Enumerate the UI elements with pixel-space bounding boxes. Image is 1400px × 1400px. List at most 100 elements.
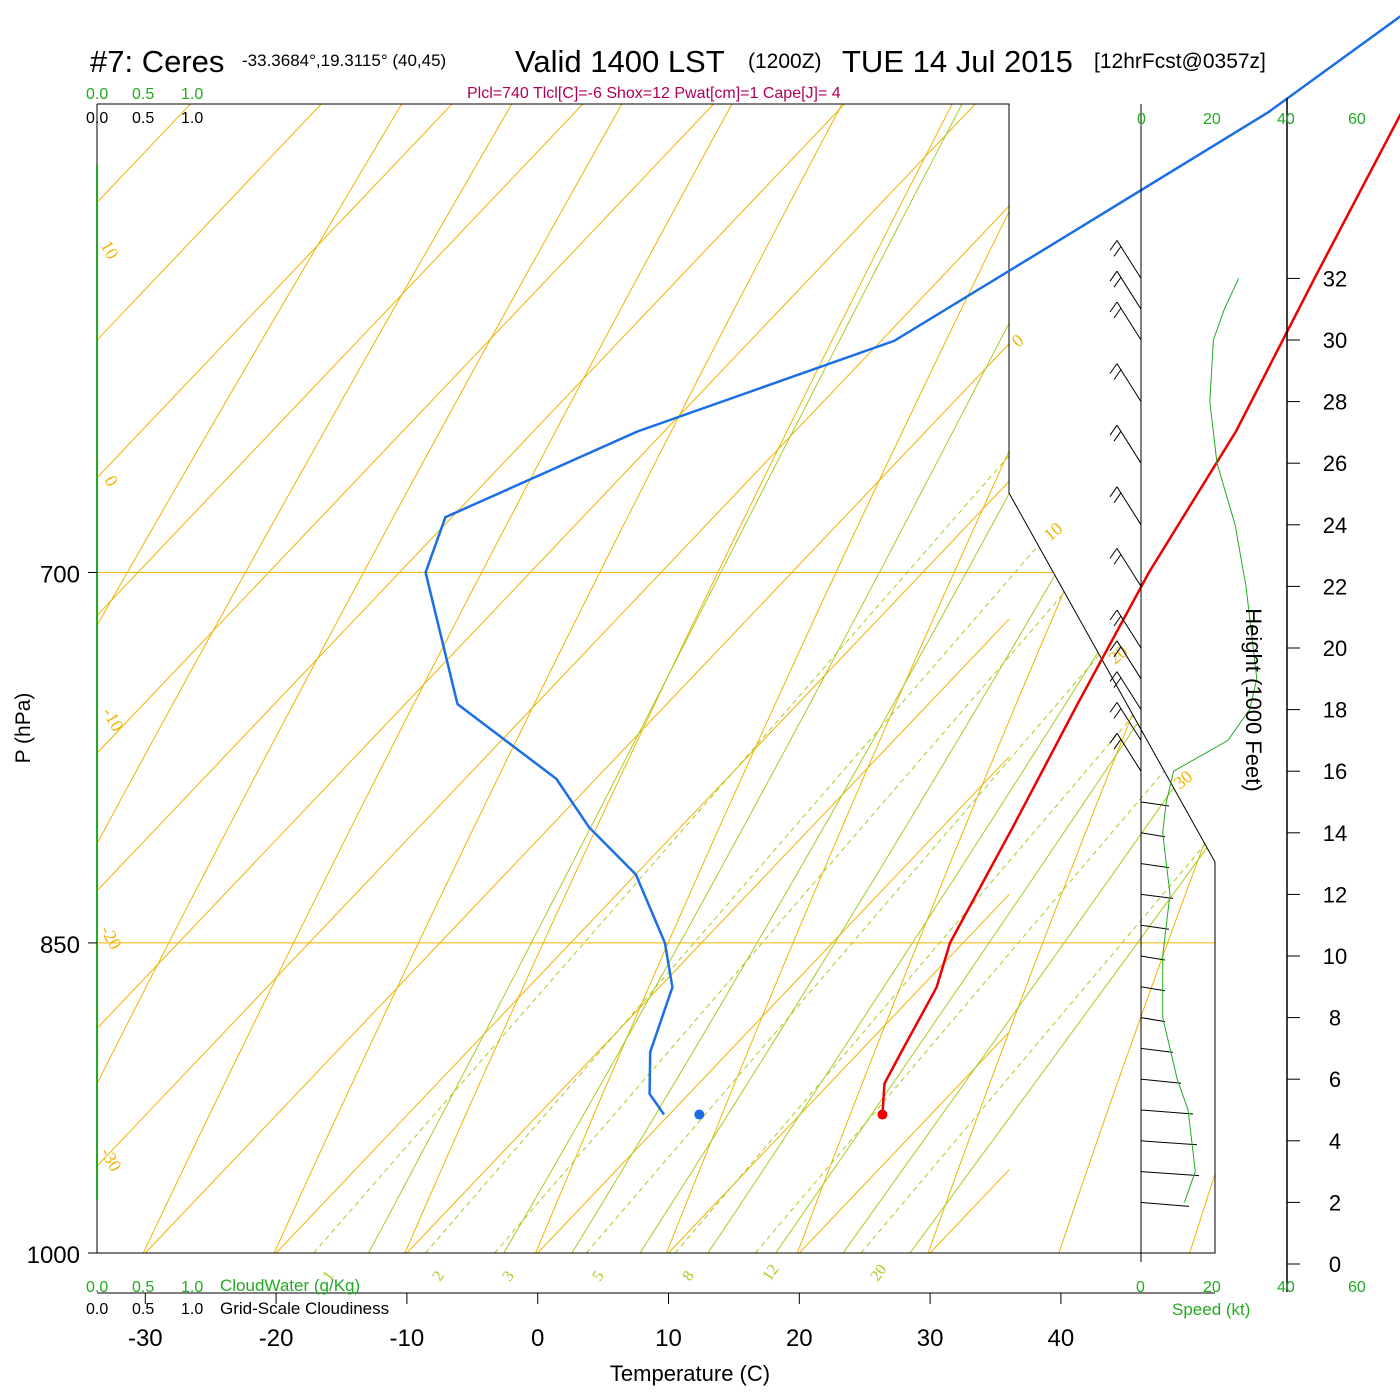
wind-barb-flag xyxy=(1109,732,1118,744)
forecast-date: TUE 14 Jul 2015 xyxy=(842,44,1073,79)
dry-adiabat xyxy=(99,104,1215,1253)
temperature-ticks: -30 -20 -10 0 10 20 30 40 xyxy=(97,1292,1215,1352)
dry-adiabat xyxy=(97,104,1215,1253)
wind-barb xyxy=(1140,801,1170,807)
mixing-ratio-12 xyxy=(754,104,1215,1253)
height-tick-label: 20 xyxy=(1323,636,1347,661)
height-tick-label: 24 xyxy=(1323,513,1347,538)
pressure-tick-label: 1000 xyxy=(27,1242,80,1269)
cloudiness-tick-top-1: 0.5 xyxy=(132,110,154,127)
temperature-tick-label: 30 xyxy=(917,1325,944,1352)
wind-barb xyxy=(1116,486,1142,526)
isotherm-0 xyxy=(537,756,1009,1253)
wind-barb xyxy=(1116,363,1142,402)
wind-barb-flag xyxy=(1109,363,1118,374)
height-tick-label: 22 xyxy=(1323,574,1347,599)
cloudwater-tick-top-0: 0.0 xyxy=(86,86,108,103)
moist-adiabat xyxy=(841,104,1215,1253)
temperature-tick-label: 40 xyxy=(1048,1325,1075,1352)
mixing-ratio-1 xyxy=(313,104,1215,1253)
cloudiness-tick-top-2: 1.0 xyxy=(181,110,203,127)
wind-barb xyxy=(1140,1078,1182,1084)
dry-adiabat-label: -10 xyxy=(99,704,128,735)
isotherm--110 xyxy=(97,104,192,204)
dry-adiabat-label: -20 xyxy=(97,922,126,953)
dry-adiabat xyxy=(894,104,1215,1253)
isotherm-10 xyxy=(668,893,1009,1253)
moist-adiabat-lines xyxy=(318,104,1215,1253)
speed-tick-top-1: 20 xyxy=(1203,111,1221,128)
dry-adiabat xyxy=(231,104,1215,1253)
dry-adiabat xyxy=(762,104,1215,1253)
mixing-ratio-5 xyxy=(585,104,1215,1253)
wind-barb-flag xyxy=(1113,708,1122,719)
wind-barb xyxy=(1140,1017,1166,1023)
cloudwater-tick-bottom-2: 1.0 xyxy=(181,1279,203,1296)
dry-adiabat-label: -30 xyxy=(97,1144,126,1175)
wind-barb-flag xyxy=(1109,486,1118,498)
x-axis-title: Temperature (C) xyxy=(610,1361,770,1386)
wind-barb-flag xyxy=(1109,424,1118,436)
isotherm-30 xyxy=(929,1169,1009,1253)
wind-barb xyxy=(1140,893,1174,899)
wind-barb-flag xyxy=(1113,246,1122,257)
cloudwater-tick-bottom-1: 0.5 xyxy=(132,1279,154,1296)
wind-barb-flag xyxy=(1109,240,1118,251)
temperature-tick-label: -10 xyxy=(390,1325,425,1352)
speed-tick-top-3: 60 xyxy=(1348,111,1366,128)
wind-barb xyxy=(1116,609,1142,649)
wind-barb xyxy=(1116,424,1142,464)
wind-speed-line xyxy=(1162,278,1258,1203)
isotherm-20 xyxy=(798,1031,1009,1253)
dry-adiabat xyxy=(1027,104,1215,1253)
mixing-ratio-20 xyxy=(860,104,1215,1253)
wind-barb-flag xyxy=(1113,554,1122,565)
mixing-ratio-lines xyxy=(313,104,1215,1253)
mixing-ratio-label: 2 xyxy=(429,1268,448,1284)
wind-barb xyxy=(1116,240,1142,279)
height-tick-label: 18 xyxy=(1323,698,1347,723)
isotherm--40 xyxy=(97,205,1009,1167)
wind-barb xyxy=(1116,671,1142,710)
dry-adiabat-label: 10 xyxy=(1040,518,1067,545)
speed-tick-bottom-0: 0 xyxy=(1136,1279,1145,1296)
dry-adiabat xyxy=(97,104,1215,1253)
station-coords: -33.3684°,19.3115° (40,45) xyxy=(242,51,446,70)
height-tick-label: 30 xyxy=(1323,328,1347,353)
wind-barb xyxy=(1140,1201,1190,1207)
wind-barb xyxy=(1140,924,1170,930)
isotherm--20 xyxy=(275,480,1009,1253)
wind-barb-flag xyxy=(1113,369,1122,380)
isotherm--70 xyxy=(97,104,715,754)
wind-barb xyxy=(1116,548,1142,587)
y-axis-title: P (hPa) xyxy=(12,693,35,764)
mixing-ratio-8 xyxy=(674,104,1215,1253)
isotherm--100 xyxy=(97,104,322,341)
dry-adiabat xyxy=(1160,104,1215,1253)
isobar-lines xyxy=(97,571,1215,1253)
cloudiness-label: Grid-Scale Cloudiness xyxy=(220,1299,389,1318)
valid-time: Valid 1400 LST xyxy=(515,44,725,79)
height-tick-label: 28 xyxy=(1323,390,1347,415)
height-tick-label: 32 xyxy=(1323,266,1347,291)
wind-barb-flag xyxy=(1113,276,1122,288)
pressure-tick-label: 850 xyxy=(40,932,80,959)
temperature-tick-label: 0 xyxy=(531,1325,544,1352)
speed-tick-bottom-3: 60 xyxy=(1348,1279,1366,1296)
stability-indices: Plcl=740 Tlcl[C]=-6 Shox=12 Pwat[cm]=1 C… xyxy=(467,85,841,102)
wind-barb xyxy=(1140,1047,1174,1053)
isotherm--50 xyxy=(97,104,976,1030)
wind-barb xyxy=(1140,832,1166,838)
isotherm--60 xyxy=(97,104,846,892)
isotherm--80 xyxy=(97,104,584,617)
mixing-ratio-label: 8 xyxy=(679,1268,698,1284)
temperature-tick-label: -20 xyxy=(259,1325,294,1352)
height-tick-label: 8 xyxy=(1329,1006,1341,1031)
isotherm-50 xyxy=(1192,0,1400,1253)
surface-dewpoint-dot xyxy=(694,1109,705,1120)
dry-adiabat xyxy=(1293,0,1400,1346)
dry-adiabat-label: 0 xyxy=(101,472,123,490)
speed-tick-top-2: 40 xyxy=(1277,111,1295,128)
height-tick-label: 14 xyxy=(1323,821,1347,846)
